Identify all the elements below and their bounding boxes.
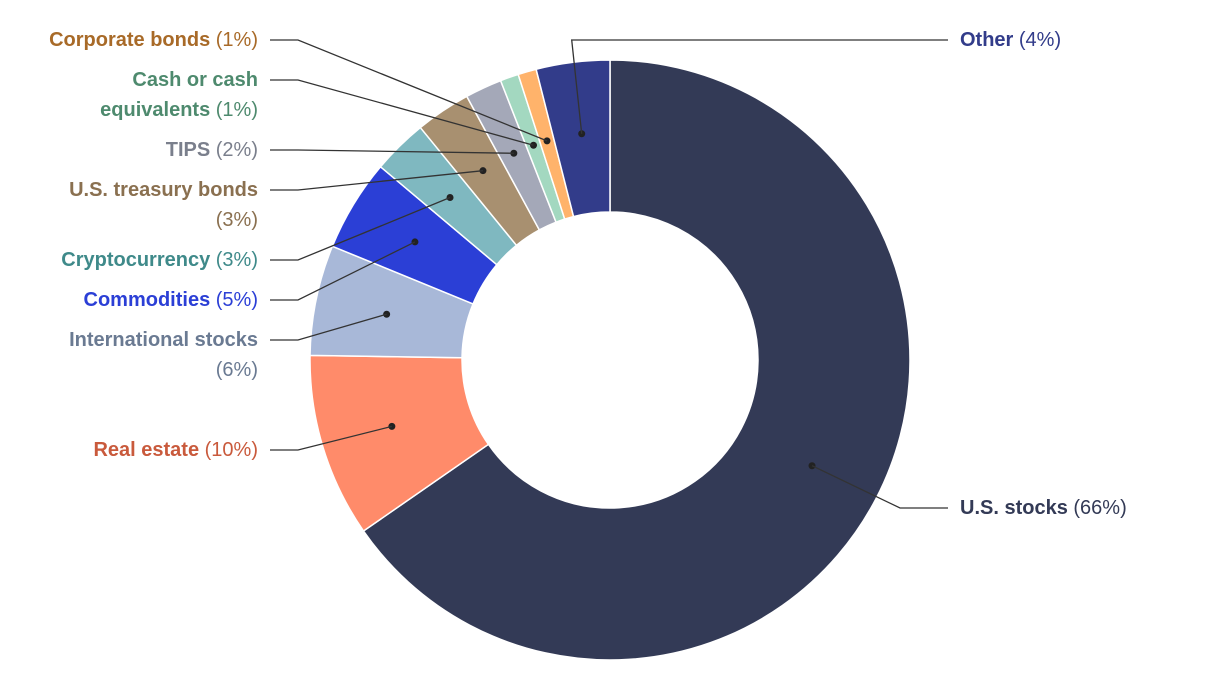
leader-line-corporate-bonds: [270, 39, 548, 142]
leader-line-cryptocurrency: [270, 196, 451, 261]
leader-line-u-s-treasury-bonds: [270, 170, 484, 191]
label-cash-or-cash-equivalents: Cash or cash: [132, 69, 258, 91]
label-commodities: Commodities (5%): [84, 289, 258, 311]
slice-other[interactable]: [535, 59, 611, 218]
leader-line-commodities: [270, 241, 416, 301]
leader-lines-group: [270, 39, 948, 509]
label-tips: TIPS (2%): [166, 139, 258, 161]
label-cash-or-cash-equivalents-line2: equivalents (1%): [100, 99, 258, 121]
slice-u-s-stocks[interactable]: [362, 59, 911, 661]
label-real-estate: Real estate (10%): [93, 439, 258, 461]
labels-group: U.S. stocks (66%) Real estate (10%) Intern…: [49, 29, 1127, 519]
leader-line-tips: [270, 149, 514, 154]
label-international-stocks-line2: (6%): [216, 359, 258, 381]
label-international-stocks: International stocks: [69, 329, 258, 351]
label-corporate-bonds: Corporate bonds (1%): [49, 29, 258, 51]
label-u-s-treasury-bonds-line2: (3%): [216, 209, 258, 231]
leader-line-international-stocks: [270, 313, 387, 341]
leader-line-other: [570, 39, 948, 134]
label-cryptocurrency: Cryptocurrency (3%): [61, 249, 258, 271]
label-u-s-treasury-bonds: U.S. treasury bonds: [69, 179, 258, 201]
label-other: Other (4%): [960, 29, 1061, 51]
label-u-s-stocks: U.S. stocks (66%): [960, 497, 1127, 519]
leader-line-cash-or-cash-equivalents: [270, 79, 534, 146]
leader-line-real-estate: [270, 425, 393, 451]
leader-line-u-s-stocks: [811, 465, 948, 509]
slices-group: [309, 59, 911, 661]
